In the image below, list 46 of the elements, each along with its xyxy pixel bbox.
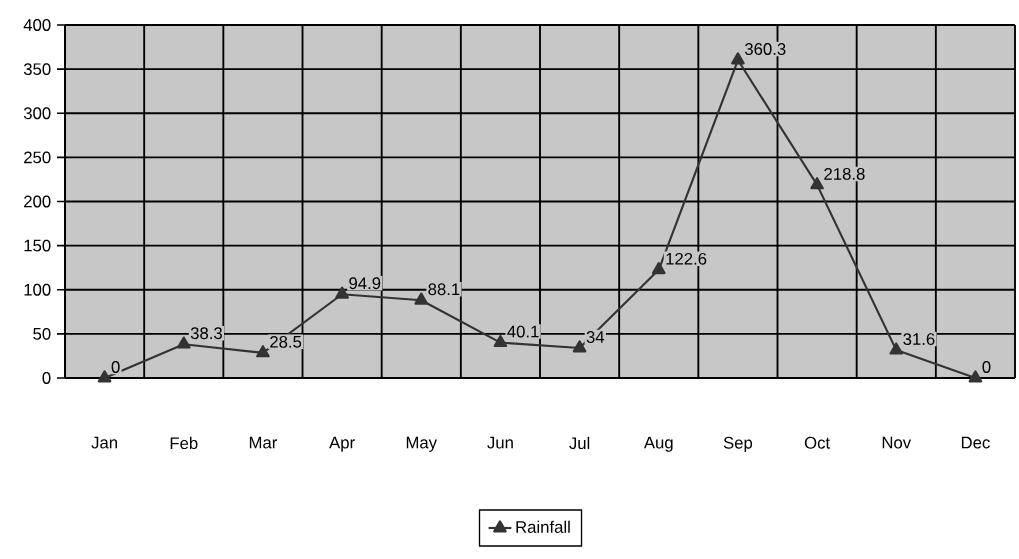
point	[810, 177, 824, 190]
point	[889, 342, 904, 355]
data-label: 40.1	[507, 325, 539, 338]
data-label: 218.8	[824, 167, 865, 180]
x-tick-label: Jun	[487, 436, 513, 449]
y-tick-label: 50	[33, 327, 51, 340]
x-tick-label: Apr	[329, 436, 355, 452]
point	[731, 52, 745, 65]
point	[968, 370, 983, 383]
y-tick-label: 350	[23, 63, 51, 76]
y-tick-label: 300	[23, 107, 51, 120]
y-tick-label: 0	[42, 372, 51, 384]
data-label: 122.6	[666, 252, 707, 265]
y-tick-label: 150	[24, 239, 51, 252]
legend-label: Rainfall	[516, 520, 570, 533]
data-label: 88.1	[428, 283, 460, 296]
data-label: 0	[982, 361, 991, 373]
data-label: 31.6	[903, 333, 935, 346]
y-tick-label: 200	[24, 195, 51, 208]
x-tick-label: Nov	[882, 436, 912, 449]
data-label: 0	[111, 361, 120, 373]
point	[256, 345, 270, 358]
x-tick-label: Jan	[91, 436, 117, 449]
x-tick-label: Oct	[804, 436, 830, 449]
y-tick-label: 100	[24, 283, 51, 296]
x-tick-label: Dec	[961, 436, 990, 449]
x-tick-label: Mar	[249, 436, 278, 449]
y-tick-label: 400	[23, 19, 51, 31]
data-label: 38.3	[190, 327, 222, 340]
point	[97, 370, 112, 383]
data-label: 28.5	[270, 335, 302, 348]
point	[414, 292, 429, 305]
point	[572, 340, 587, 353]
x-tick-label: Sep	[723, 436, 753, 452]
data-label: 94.9	[349, 277, 381, 290]
point	[335, 286, 349, 299]
data-label: 360.3	[744, 43, 786, 55]
x-tick-label: May	[406, 436, 438, 452]
data-label: 34	[586, 331, 605, 343]
x-tick-label: Aug	[643, 436, 673, 452]
y-tick-label: 250	[24, 151, 51, 164]
point	[493, 334, 508, 347]
x-tick-label: Jul	[569, 436, 590, 450]
point	[176, 336, 191, 349]
x-tick-label: Feb	[170, 436, 198, 450]
point	[651, 262, 666, 275]
